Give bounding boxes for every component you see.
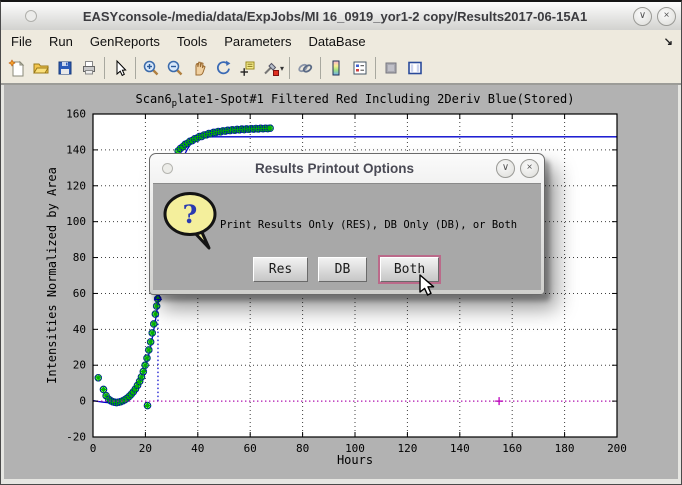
question-mark: ? xyxy=(183,200,198,229)
plot-title: Scan6plate1-Spot#1 Filtered Red Includin… xyxy=(136,92,575,109)
y-tick-label: 160 xyxy=(66,108,86,121)
zoom-in-icon xyxy=(143,60,159,76)
colorbar-icon xyxy=(332,60,340,76)
zoom-out-icon xyxy=(167,60,183,76)
insert-colorbar-button[interactable] xyxy=(324,56,348,80)
show-plot-tools-icon xyxy=(408,61,422,75)
toolbar-separator xyxy=(375,57,377,79)
menu-overflow-icon[interactable]: ↘ xyxy=(663,36,673,48)
zoom-out-button[interactable] xyxy=(163,56,187,80)
window-titlebar[interactable]: EASYconsole-/media/data/ExpJobs/MI 16_09… xyxy=(1,2,681,31)
link-plots-button[interactable] xyxy=(293,56,317,80)
new-figure-icon xyxy=(8,59,25,77)
link-icon xyxy=(298,63,313,73)
toolbar-separator xyxy=(289,57,291,79)
menu-database[interactable]: DataBase xyxy=(308,34,366,49)
inflection-marker xyxy=(153,292,163,402)
data-cursor-button[interactable] xyxy=(235,56,259,80)
dialog-title: Results Printout Options xyxy=(254,160,414,176)
results-printout-dialog: Results Printout Options ∨ × ? Print Res… xyxy=(149,153,545,296)
dialog-body: ? Print Results Only (RES), DB Only (DB)… xyxy=(153,183,541,290)
figure-edge xyxy=(1,85,4,484)
save-icon xyxy=(58,61,72,75)
window-close-button[interactable]: × xyxy=(657,6,676,26)
window-shade-button[interactable]: ∨ xyxy=(633,6,652,26)
db-button[interactable]: DB xyxy=(318,257,367,282)
toolbar-separator xyxy=(320,57,322,79)
x-tick-label: 180 xyxy=(555,442,575,455)
dialog-message: Print Results Only (RES), DB Only (DB), … xyxy=(220,219,518,231)
zero-baseline xyxy=(93,397,617,406)
x-tick-label: 120 xyxy=(397,442,417,455)
x-tick-label: 0 xyxy=(90,442,97,455)
legend-icon xyxy=(353,61,367,75)
brush-icon xyxy=(264,62,279,76)
both-button[interactable]: Both xyxy=(378,255,441,284)
rotate-3d-button[interactable] xyxy=(211,56,235,80)
x-axis-label: Hours xyxy=(337,453,373,467)
toolbar-separator xyxy=(135,57,136,79)
pan-tool-button[interactable] xyxy=(187,56,211,80)
open-file-icon xyxy=(33,63,49,74)
save-figure-button[interactable] xyxy=(53,56,77,80)
new-figure-button[interactable] xyxy=(5,56,29,80)
rotate-3d-icon xyxy=(216,60,231,75)
hide-plot-tools-icon xyxy=(385,62,397,74)
pointer-tool-button[interactable] xyxy=(108,56,132,80)
open-file-button[interactable] xyxy=(29,56,53,80)
x-tick-label: 80 xyxy=(296,442,309,455)
toolbar-separator xyxy=(104,57,105,79)
window-icon xyxy=(25,10,37,22)
x-tick-label: 20 xyxy=(139,442,152,455)
insert-legend-button[interactable] xyxy=(348,56,372,80)
x-tick-label: 40 xyxy=(191,442,204,455)
brush-tool-button[interactable] xyxy=(259,56,283,80)
x-tick-label: 100 xyxy=(345,442,365,455)
x-tick-label: 140 xyxy=(450,442,470,455)
pan-hand-icon xyxy=(195,61,206,76)
menu-run[interactable]: Run xyxy=(48,34,73,49)
figure-toolbar: ▾ xyxy=(1,53,681,85)
dialog-shade-button[interactable]: ∨ xyxy=(496,158,515,178)
y-tick-label: 100 xyxy=(66,215,86,228)
dialog-titlebar[interactable]: Results Printout Options ∨ × xyxy=(150,154,544,182)
dialog-window-icon xyxy=(162,162,173,174)
figure-edge xyxy=(1,479,681,484)
question-bubble-icon: ? xyxy=(163,192,217,250)
menu-genreports[interactable]: GenReports xyxy=(89,34,160,49)
figure-edge xyxy=(678,85,681,484)
y-tick-label: 120 xyxy=(66,179,86,192)
y-tick-label: 80 xyxy=(73,251,86,264)
print-figure-button[interactable] xyxy=(77,56,101,80)
dialog-close-button[interactable]: × xyxy=(520,158,539,178)
window-title: EASYconsole-/media/data/ExpJobs/MI 16_09… xyxy=(82,8,588,24)
y-tick-label: 0 xyxy=(79,395,86,408)
menu-file[interactable]: File xyxy=(11,34,32,49)
menu-tools[interactable]: Tools xyxy=(176,34,208,49)
menu-parameters[interactable]: Parameters xyxy=(224,34,292,49)
measured-points xyxy=(94,124,274,410)
y-axis-label: Intensities Normalized by Area xyxy=(45,167,59,384)
zoom-in-button[interactable] xyxy=(139,56,163,80)
pointer-icon xyxy=(116,59,127,77)
res-button[interactable]: Res xyxy=(253,257,308,282)
brush-dropdown-arrow[interactable]: ▾ xyxy=(280,63,285,73)
hide-plot-tools-button[interactable] xyxy=(379,56,403,80)
y-tick-label: -20 xyxy=(66,431,86,444)
x-tick-label: 200 xyxy=(607,442,627,455)
y-tick-label: 40 xyxy=(73,323,86,336)
menubar: File Run GenReports Tools Parameters Dat… xyxy=(1,30,681,53)
data-cursor-icon xyxy=(240,61,255,76)
show-plot-tools-button[interactable] xyxy=(403,56,427,80)
y-tick-label: 20 xyxy=(73,359,86,372)
y-tick-label: 60 xyxy=(73,287,86,300)
x-tick-label: 160 xyxy=(502,442,522,455)
plot-axes xyxy=(92,113,618,438)
y-tick-label: 140 xyxy=(66,143,86,156)
x-tick-label: 60 xyxy=(244,442,257,455)
printer-icon xyxy=(83,61,95,75)
